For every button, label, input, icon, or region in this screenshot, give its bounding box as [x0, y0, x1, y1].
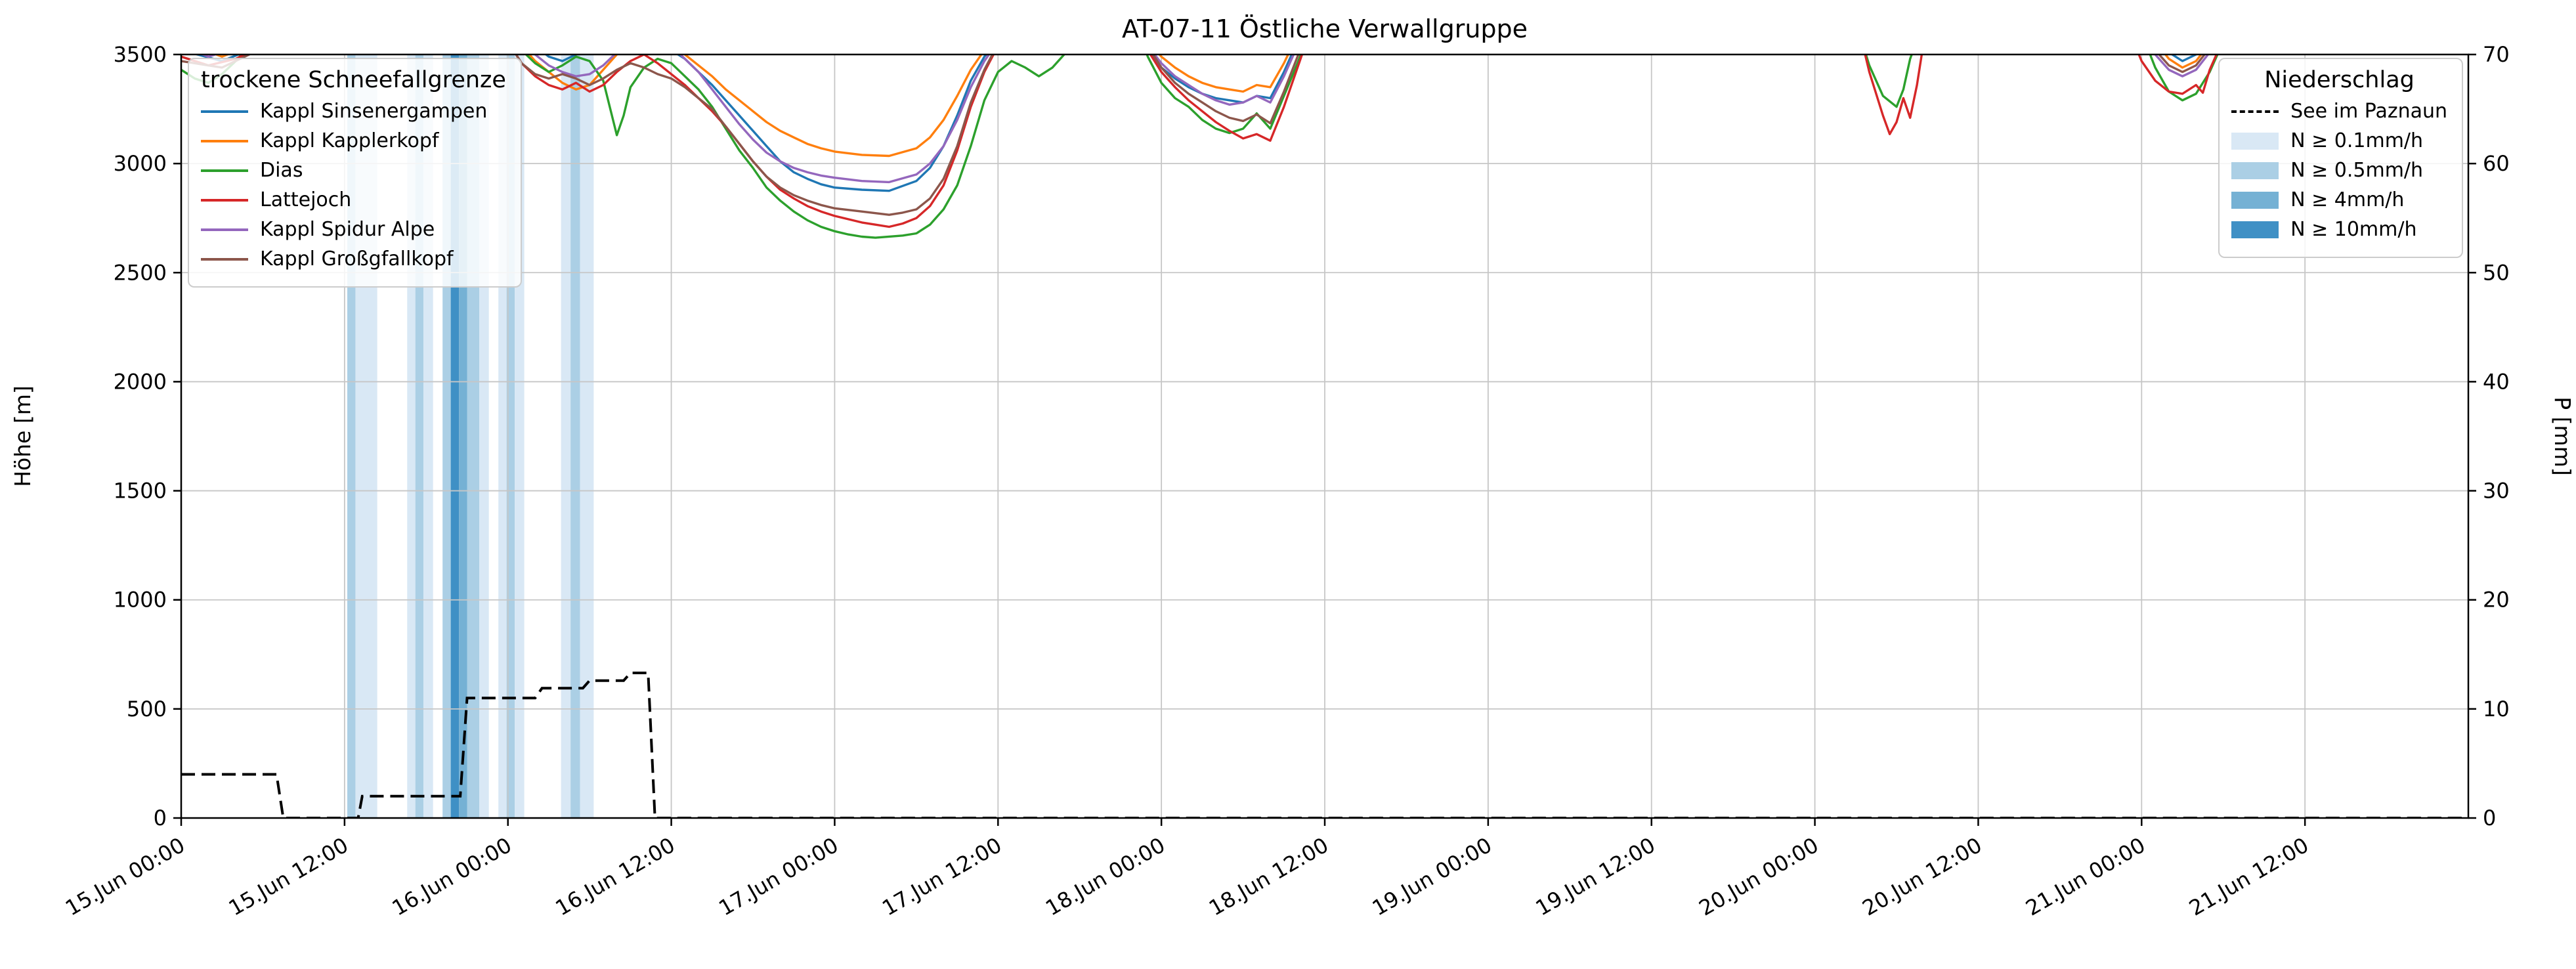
y-tick-label-right: 30 [2483, 479, 2510, 504]
y-tick-label-right: 60 [2483, 151, 2510, 176]
y-tick-label-left: 1500 [114, 479, 167, 504]
y-tick-label-right: 40 [2483, 369, 2510, 394]
band-swatch-icon [2231, 132, 2279, 150]
x-tick-label: 18.Jun 00:00 [1041, 832, 1169, 921]
legend-entry-see-im-paznaun: See im Paznaun [2231, 100, 2447, 123]
y-tick-label-left: 2000 [114, 369, 167, 394]
legend-precip-title: Niederschlag [2264, 67, 2415, 93]
legend-label: N ≥ 0.5mm/h [2290, 159, 2424, 182]
x-tick-label: 15.Jun 00:00 [61, 832, 189, 921]
y-axis-label-right: P [mm] [2550, 397, 2575, 475]
line-swatch-icon [201, 169, 248, 172]
legend-entry-kappl-spidur-alpe: Kappl Spidur Alpe [201, 218, 506, 241]
series-line-kappl-gro-gfallkopf [181, 54, 2206, 216]
legend-entry-lattejoch: Lattejoch [201, 188, 506, 211]
legend-label: Lattejoch [260, 188, 352, 211]
legend-precipitation: Niederschlag See im Paznaun N ≥ 0.1mm/h … [2218, 58, 2463, 258]
precip-band [561, 54, 571, 818]
legend-label: Kappl Spidur Alpe [260, 218, 435, 241]
x-tick-label: 17.Jun 00:00 [714, 832, 842, 921]
y-tick-label-left: 500 [127, 697, 167, 721]
legend-entry-n-0-1mmh: N ≥ 0.1mm/h [2231, 129, 2447, 152]
x-tick-label: 16.Jun 12:00 [551, 832, 679, 921]
y-tick-label-right: 50 [2483, 260, 2510, 285]
legend-label: Kappl Sinsenergampen [260, 100, 488, 123]
legend-snowfall-limit: trockene Schneefallgrenze Kappl Sinsener… [188, 58, 522, 288]
legend-entry-kappl-grossgfallkopf: Kappl Großgfallkopf [201, 248, 506, 270]
series-line-kappl-spidur-alpe [200, 54, 2210, 184]
y-tick-label-left: 3000 [114, 151, 167, 176]
series-line-kappl-kapplerkopf [213, 54, 2203, 158]
legend-label: See im Paznaun [2290, 100, 2447, 123]
legend-label: N ≥ 10mm/h [2290, 218, 2417, 241]
band-swatch-icon [2231, 162, 2279, 179]
x-tick-label: 19.Jun 00:00 [1368, 832, 1496, 921]
legend-snowfall-title: trockene Schneefallgrenze [201, 67, 506, 93]
y-tick-label-left: 0 [154, 806, 167, 830]
legend-entry-kappl-sinsenergampen: Kappl Sinsenergampen [201, 100, 506, 123]
line-swatch-icon [201, 257, 248, 261]
y-tick-label-right: 0 [2483, 806, 2496, 830]
legend-entry-n-4mmh: N ≥ 4mm/h [2231, 188, 2447, 211]
line-swatch-icon [201, 228, 248, 231]
x-tick-label: 15.Jun 12:00 [225, 832, 353, 921]
band-swatch-icon [2231, 221, 2279, 238]
x-tick-label: 16.Jun 00:00 [388, 832, 516, 921]
line-swatch-icon [201, 110, 248, 113]
y-tick-label-right: 20 [2483, 588, 2510, 613]
x-tick-label: 20.Jun 12:00 [1858, 832, 1986, 921]
chart-title: AT-07-11 Östliche Verwallgruppe [1121, 14, 1528, 43]
line-swatch-icon [201, 139, 248, 142]
legend-entry-n-0-5mmh: N ≥ 0.5mm/h [2231, 159, 2447, 182]
y-axis-label-left: Höhe [m] [10, 385, 35, 487]
legend-label: N ≥ 0.1mm/h [2290, 129, 2424, 152]
band-swatch-icon [2231, 191, 2279, 209]
x-tick-label: 18.Jun 12:00 [1205, 832, 1333, 921]
legend-entry-kappl-kapplerkopf: Kappl Kapplerkopf [201, 129, 506, 152]
legend-entry-dias: Dias [201, 159, 506, 182]
x-tick-label: 21.Jun 00:00 [2021, 832, 2149, 921]
x-tick-label: 17.Jun 12:00 [878, 832, 1006, 921]
series-line-dias [181, 54, 2219, 239]
legend-label: Kappl Großgfallkopf [260, 248, 454, 270]
precip-band [580, 54, 594, 818]
y-tick-label-right: 10 [2483, 697, 2510, 721]
series-line-lattejoch [181, 54, 2218, 228]
y-tick-label-left: 2500 [114, 260, 167, 285]
legend-label: Dias [260, 159, 303, 182]
x-tick-label: 19.Jun 12:00 [1532, 832, 1660, 921]
dashed-line-swatch-icon [2231, 110, 2279, 113]
line-swatch-icon [201, 198, 248, 202]
y-tick-label-right: 70 [2483, 42, 2510, 67]
x-tick-label: 21.Jun 12:00 [2185, 832, 2313, 921]
x-tick-label: 20.Jun 00:00 [1695, 832, 1823, 921]
y-tick-label-left: 3500 [114, 42, 167, 67]
legend-label: Kappl Kapplerkopf [260, 129, 439, 152]
legend-entry-n-10mmh: N ≥ 10mm/h [2231, 218, 2447, 241]
precip-line-see-im-paznaun [181, 672, 2468, 818]
legend-label: N ≥ 4mm/h [2290, 188, 2405, 211]
y-tick-label-left: 1000 [114, 588, 167, 613]
precip-band [570, 54, 580, 818]
